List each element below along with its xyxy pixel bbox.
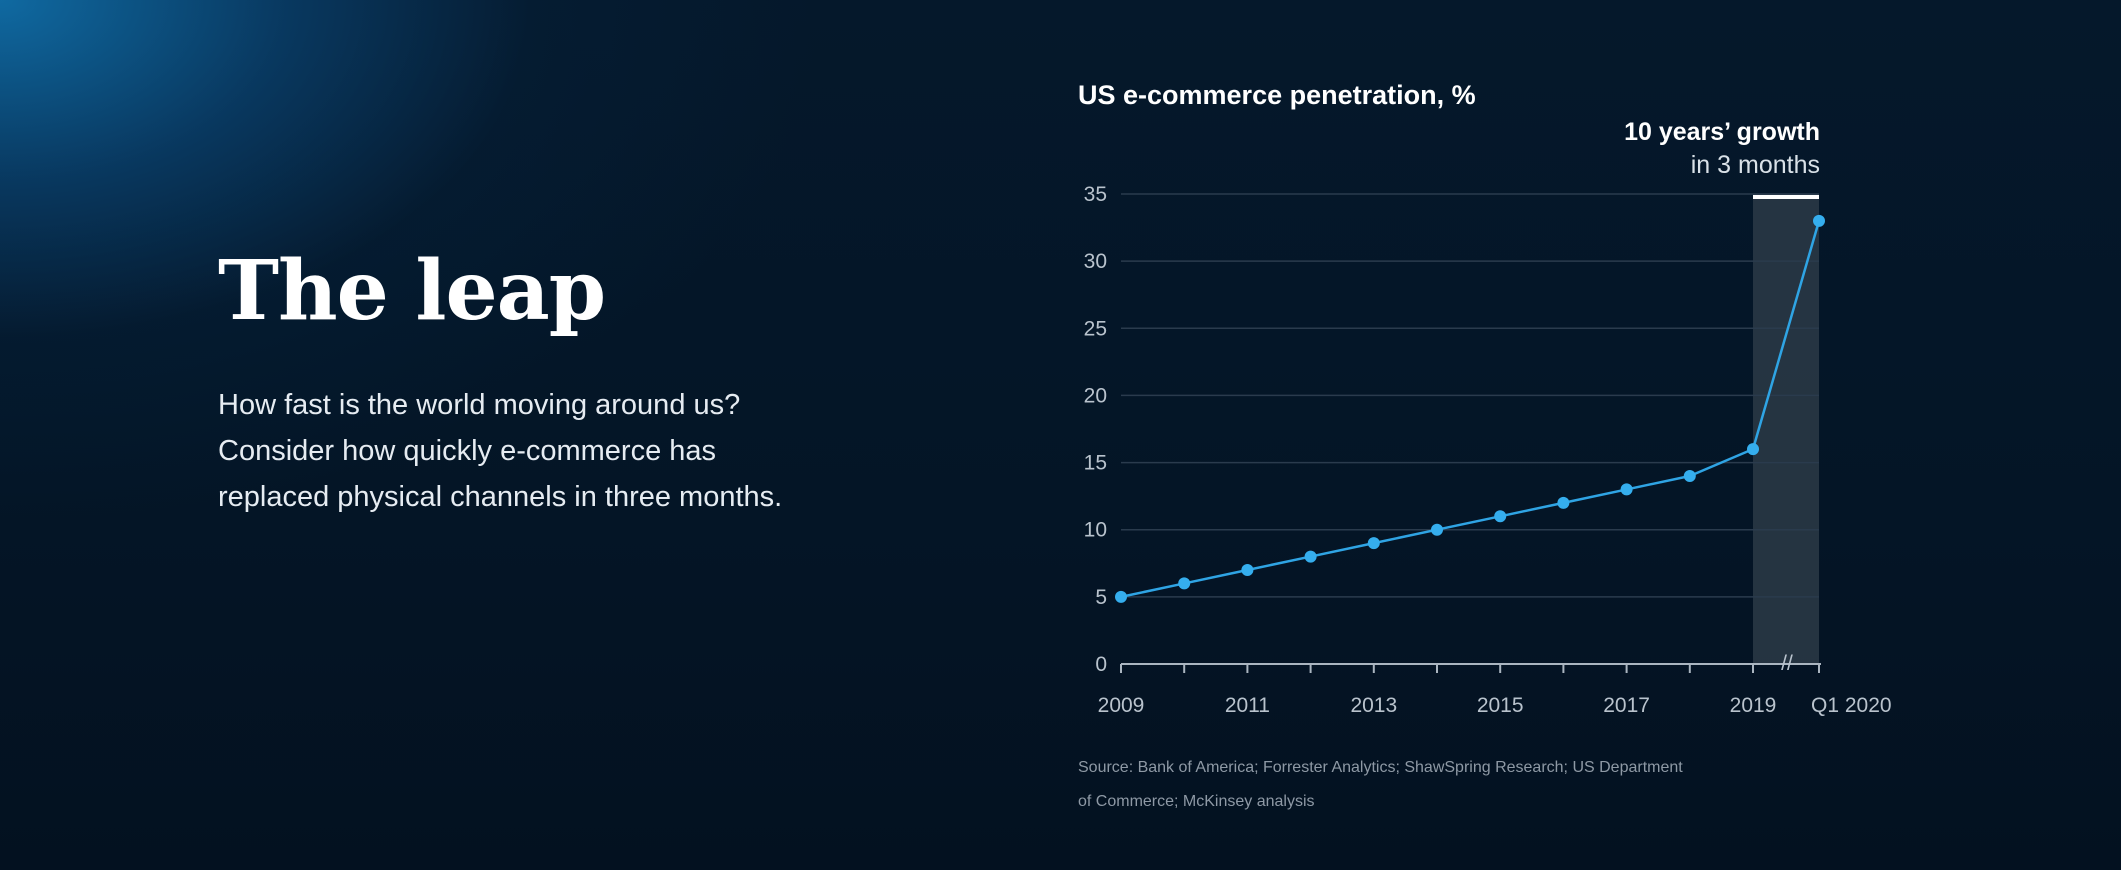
data-point <box>1494 510 1507 523</box>
x-tick-label: 2017 <box>1603 694 1650 717</box>
highlight-band <box>1753 194 1819 664</box>
data-point <box>1304 550 1317 563</box>
data-point <box>1431 523 1443 536</box>
x-tick-labels: 2009 2011 2013 2015 2017 2019 Q1 2020 <box>1098 694 1892 717</box>
y-tick-label: 35 <box>1084 183 1107 206</box>
x-ticks <box>1120 664 1820 673</box>
y-tick-label: 25 <box>1084 317 1107 340</box>
x-tick-label: 2011 <box>1225 694 1270 717</box>
x-tick-label: 2019 <box>1730 694 1777 717</box>
series-line <box>1120 220 1821 599</box>
annotation-bold: 10 years’ growth <box>1624 118 1820 146</box>
data-point <box>1813 214 1825 227</box>
y-tick-label: 10 <box>1084 519 1107 542</box>
y-tick-label: 5 <box>1095 586 1107 609</box>
description: How fast is the world moving around us? … <box>218 389 783 513</box>
y-tick-labels: 0 5 10 15 20 25 30 35 <box>1084 183 1107 676</box>
source-line: Source: Bank of America; Forrester Analy… <box>1078 759 1683 776</box>
y-tick-label: 20 <box>1084 384 1107 407</box>
x-tick-label: 2015 <box>1477 694 1524 717</box>
annotation-regular: in 3 months <box>1691 151 1820 179</box>
y-tick-label: 30 <box>1084 250 1107 273</box>
gridlines <box>1121 193 1819 598</box>
heading: The leap <box>218 243 606 339</box>
data-point <box>1683 470 1696 482</box>
x-tick-label: 2013 <box>1350 694 1397 717</box>
data-point <box>1367 537 1380 550</box>
data-point <box>1241 564 1254 576</box>
data-point <box>1115 590 1127 603</box>
x-tick-label: Q1 2020 <box>1811 694 1892 717</box>
x-tick-label: 2009 <box>1098 694 1145 717</box>
y-tick-label: 0 <box>1095 653 1107 676</box>
data-point <box>1557 496 1570 509</box>
data-point <box>1178 577 1191 590</box>
data-point <box>1747 443 1759 456</box>
chart-title: US e-commerce penetration, % <box>1078 80 1476 110</box>
axis-break-mark: // <box>1781 652 1793 675</box>
y-tick-label: 15 <box>1084 452 1107 475</box>
source-line: of Commerce; McKinsey analysis <box>1078 793 1315 810</box>
data-point <box>1620 483 1633 496</box>
data-points <box>1115 214 1825 603</box>
